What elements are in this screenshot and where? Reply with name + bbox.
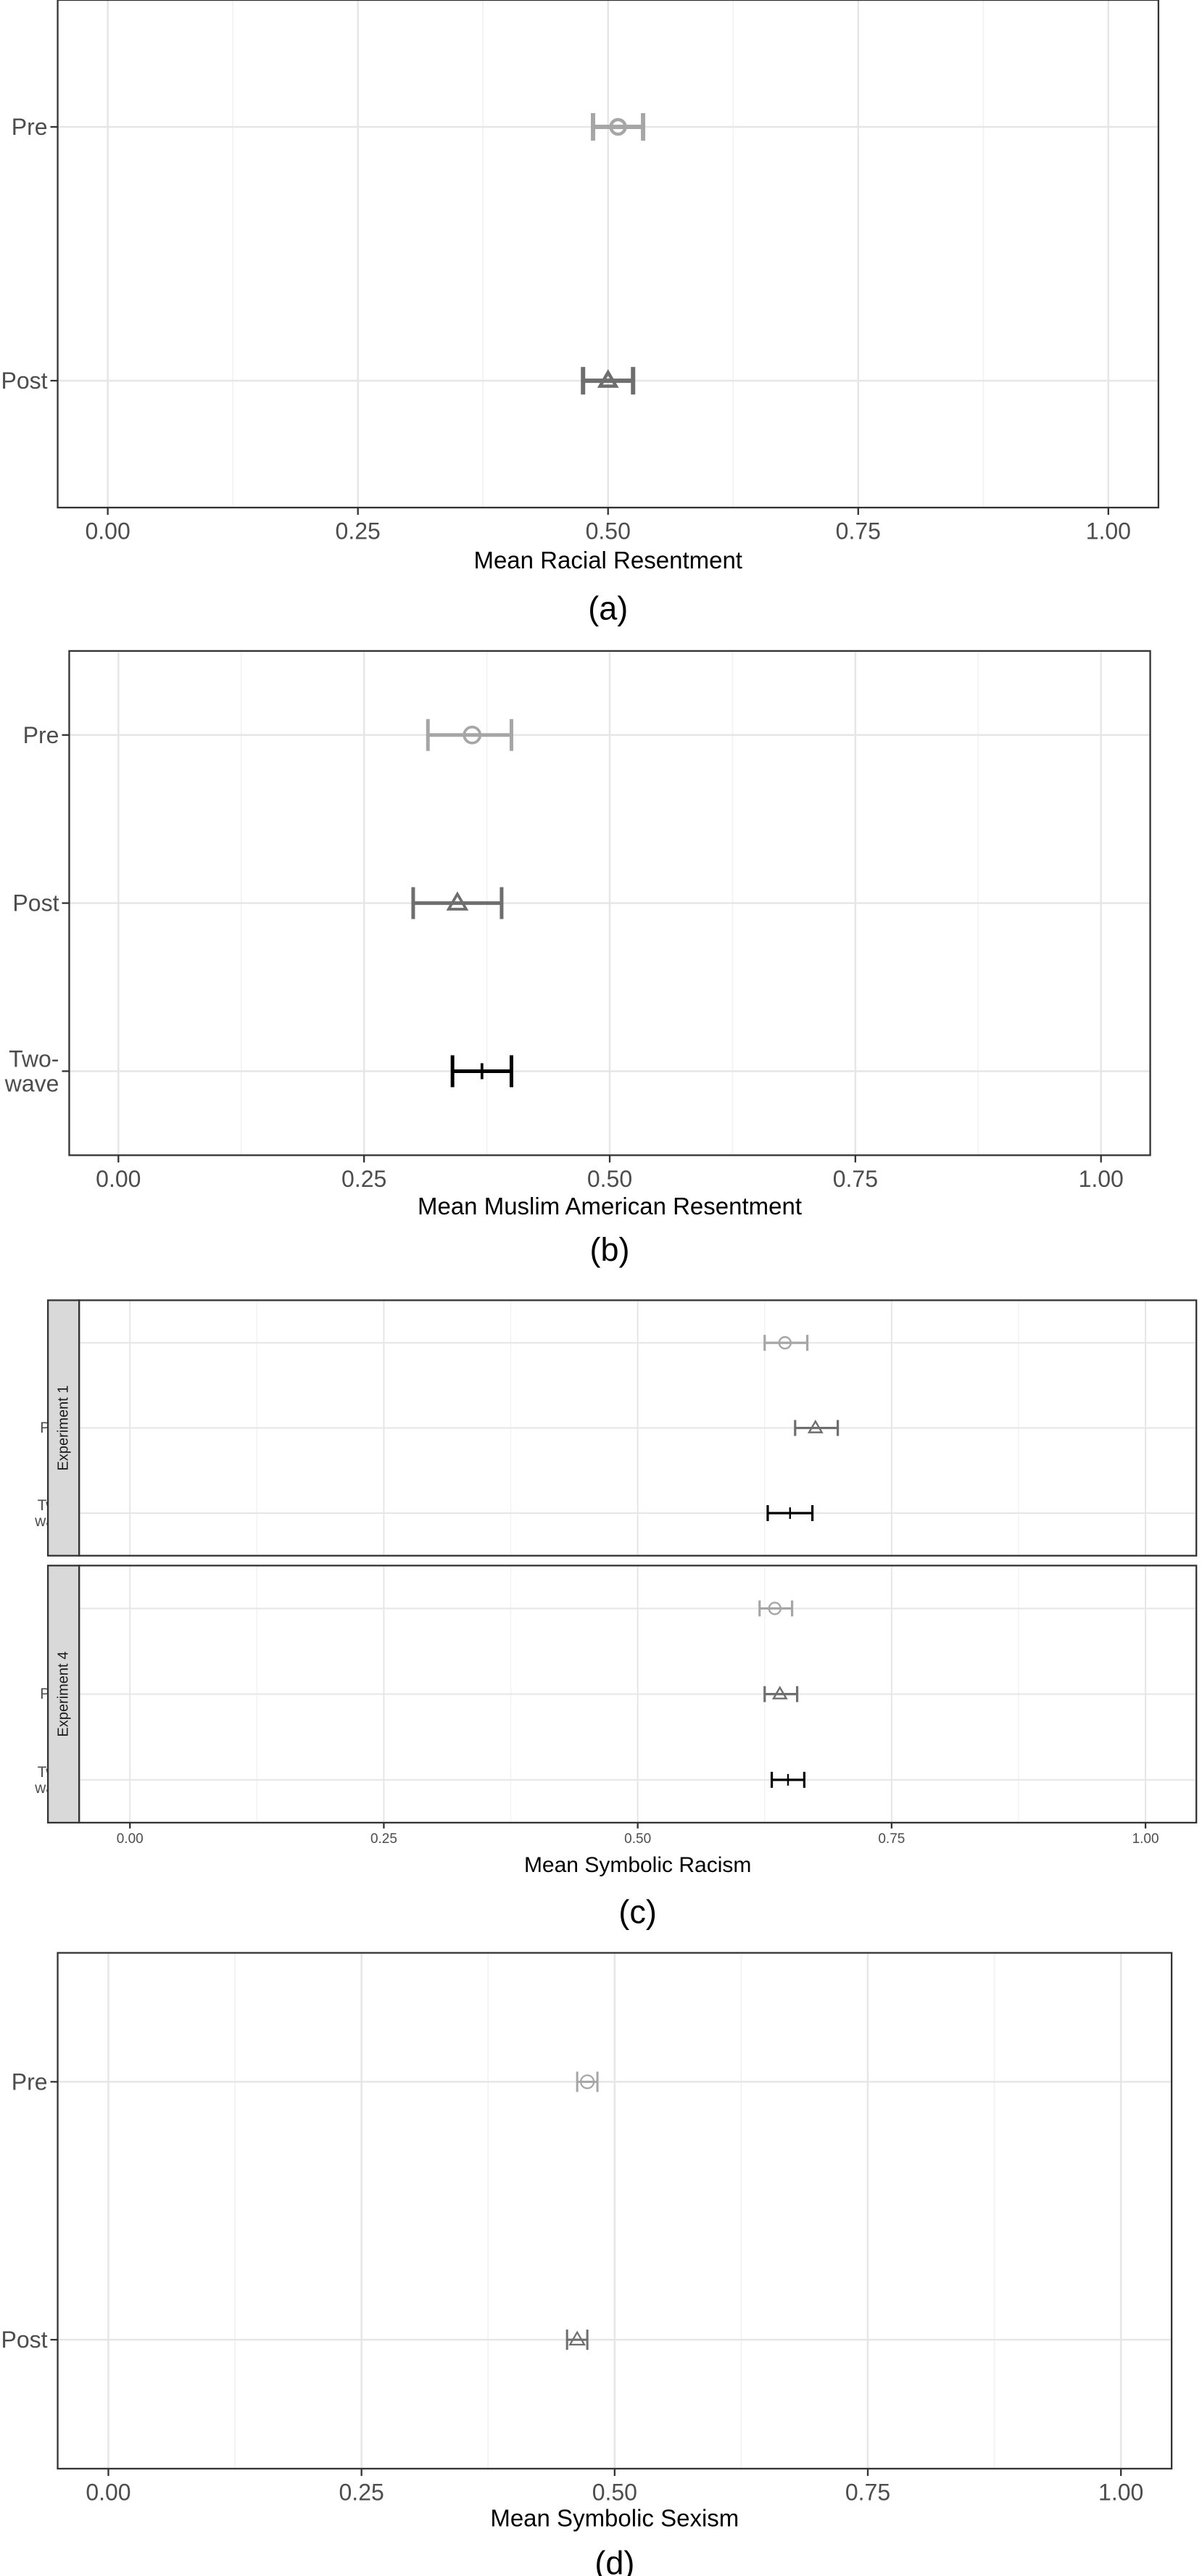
errorbar-point: [426, 718, 513, 751]
errorbar-point: [450, 1055, 513, 1088]
tick-label-line: wave: [4, 1070, 59, 1096]
x-axis-title: Mean Muslim American Resentment: [418, 1193, 802, 1219]
gridlines: [69, 650, 1151, 1156]
point-marker-triangle: [771, 1686, 788, 1699]
x-tick-label: 0.75: [878, 1831, 905, 1847]
y-tick-label: Post: [1, 2327, 48, 2353]
facet-strip-label: Experiment 4: [56, 1652, 72, 1737]
y-tick-label: Pre: [12, 114, 48, 140]
errorbar-point: [591, 113, 646, 141]
errorbar-point: [576, 2071, 599, 2092]
point-marker-circle: [778, 1335, 792, 1350]
x-tick-label: 1.00: [1079, 1166, 1124, 1192]
x-tick-label: 0.75: [836, 518, 881, 544]
errorbar-point: [794, 1420, 840, 1436]
gridlines: [79, 1565, 1197, 1823]
panel-border: [57, 1952, 1173, 2470]
x-tick-label: 0.75: [845, 2480, 890, 2506]
panel-a: Pre Post 0.00 0.25 0.50 0.75 1.00 Mean Racial R…: [1, 0, 1160, 627]
data-points: [581, 113, 646, 395]
y-tick-label: Pre: [23, 722, 59, 748]
point-marker-triangle: [807, 1420, 824, 1433]
point-marker-triangle: [568, 2330, 587, 2346]
errorbar-point: [770, 1771, 805, 1788]
facet-strip-label: Experiment 1: [56, 1386, 72, 1471]
point-marker-circle: [768, 1602, 782, 1615]
gridlines: [57, 1952, 1172, 2469]
x-tick-label: 0.00: [117, 1831, 144, 1847]
y-tick-label: Pre: [12, 2068, 48, 2095]
x-tick-label: 0.50: [624, 1831, 651, 1847]
errorbar-point: [766, 1504, 814, 1521]
point-marker-circle: [463, 725, 482, 745]
panel-caption: (d): [594, 2544, 634, 2576]
data-points: [763, 1335, 840, 1521]
x-tick-label: 1.00: [1098, 2480, 1143, 2506]
facet-strip: [46, 1299, 80, 1557]
x-axis-title: Mean Racial Resentment: [473, 547, 742, 573]
x-tick-label: 0.25: [370, 1831, 397, 1847]
x-tick-label: 0.25: [339, 2480, 384, 2506]
x-axis-title: Mean Symbolic Racism: [524, 1853, 751, 1877]
point-marker-triangle: [597, 369, 619, 388]
x-tick-label: 0.25: [336, 518, 381, 544]
errorbar-point: [411, 887, 504, 919]
point-marker-circle: [579, 2074, 595, 2090]
x-tick-label: 0.00: [85, 518, 130, 544]
x-tick-label: 0.25: [341, 1166, 386, 1192]
x-tick-label: 1.00: [1132, 1831, 1159, 1847]
x-tick-label: 1.00: [1086, 518, 1131, 544]
panel-caption: (a): [588, 590, 628, 627]
y-tick-label: Post: [12, 890, 59, 916]
point-marker-circle: [609, 117, 627, 136]
errorbar-point: [758, 1600, 794, 1617]
gridlines: [57, 0, 1159, 508]
errorbar-point: [763, 1335, 809, 1351]
gridlines: [79, 1300, 1197, 1556]
y-tick-label: Post: [1, 368, 48, 394]
panel-caption: (c): [618, 1894, 656, 1931]
x-tick-label: 0.00: [86, 2480, 130, 2506]
x-axis-title: Mean Symbolic Sexism: [490, 2505, 739, 2532]
x-tick-label: 0.50: [592, 2480, 637, 2506]
data-points: [758, 1600, 805, 1788]
errorbar-point: [581, 367, 636, 395]
x-tick-label: 0.00: [96, 1166, 141, 1192]
errorbar-point: [565, 2329, 589, 2351]
data-points: [565, 2071, 599, 2351]
panel-d: Pre Post 0.00 0.25 0.50 0.75 1.00 Mean Symbolic…: [1, 1952, 1173, 2576]
errorbar-point: [763, 1686, 799, 1702]
y-tick-label: Two-wave: [4, 1046, 59, 1097]
panel-caption: (b): [590, 1231, 630, 1268]
x-tick-label: 0.75: [833, 1166, 878, 1192]
panel-b: Pre Post Two-wave 0.00 0.25 0.50 0.75 1.00 Mean …: [4, 650, 1151, 1268]
point-marker-triangle: [446, 891, 469, 911]
data-points: [411, 718, 513, 1088]
x-tick-label: 0.50: [587, 1166, 632, 1192]
tick-label-line: Two-: [9, 1046, 59, 1072]
facet-strip: [46, 1565, 80, 1824]
x-tick-label: 0.50: [586, 518, 631, 544]
